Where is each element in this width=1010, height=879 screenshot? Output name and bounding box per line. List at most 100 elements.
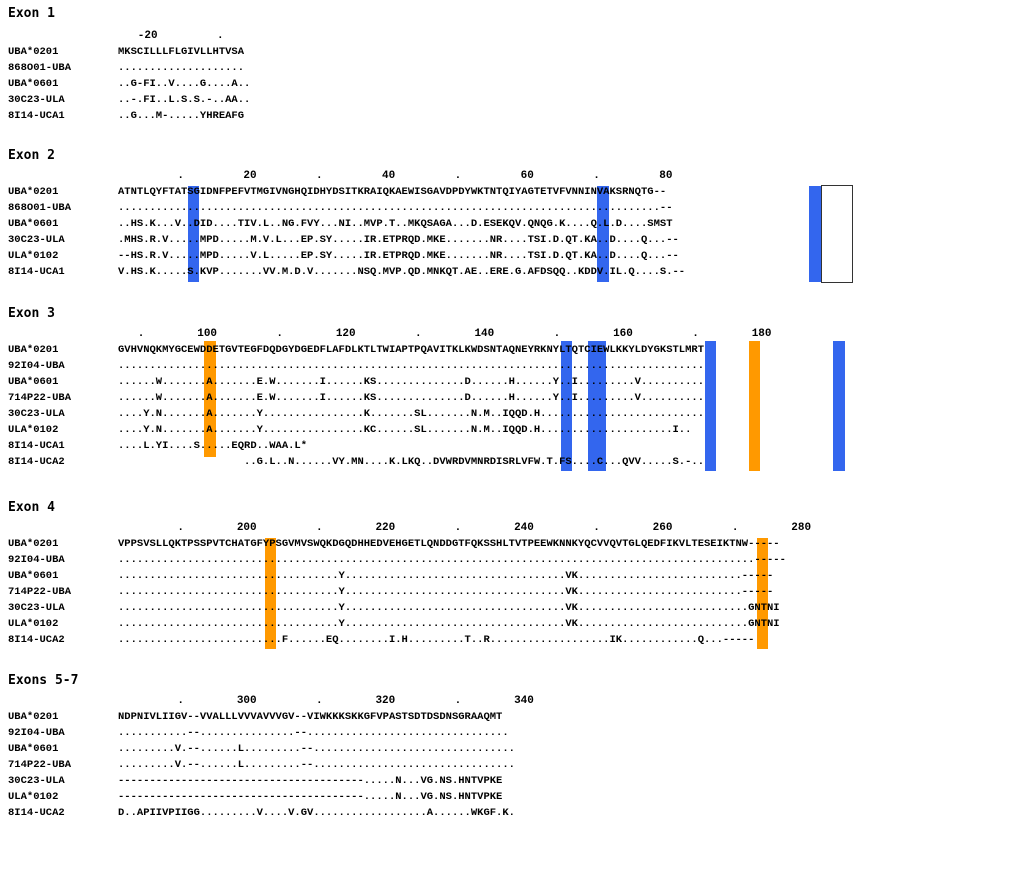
alignment-row: 8I14-UCA2 ..G.L..N......VY.MN....K.LKQ..… [8, 456, 1003, 469]
alignment-row: ULA*0102 --HS.R.V.....MPD.....V.L.....EP… [8, 250, 1003, 263]
alignment-row: 8I14-UCA2 ..........................F...… [8, 634, 1003, 647]
alignment-row: UBA*0601 .........V.--......L.........--… [8, 743, 1003, 756]
outlined-region-box [821, 185, 853, 283]
sequence-label: 8I14-UCA2 [8, 807, 65, 819]
position-ruler: . 20 . 40 . 60 . 80 [118, 170, 673, 182]
sequence-text: ...................................Y....… [118, 570, 774, 582]
sequence-text: ....L.YI....S.....EQRD..WAA.L* [118, 440, 308, 452]
sequence-label: 30C23-ULA [8, 234, 65, 246]
exon-title: Exon 2 [8, 148, 55, 163]
sequence-label: ULA*0102 [8, 424, 59, 436]
sequence-text: ATNTLQYFTATSGIDNFPEFVTMGIVNGHQIDHYDSITKR… [118, 186, 667, 198]
alignment-row: 30C23-ULA .MHS.R.V.....MPD.....M.V.L...E… [8, 234, 1003, 247]
sequence-text: NDPNIVLIIGV--VVALLLVVVAVVVGV--VIWKKKSKKG… [118, 711, 503, 723]
sequence-label: 8I14-UCA1 [8, 110, 65, 122]
sequence-text: VPPSVSLLQKTPSSPVTCHATGFYPSGVMVSWQKDGQDHH… [118, 538, 780, 550]
alignment-row: UBA*0601 ......W.......A.......E.W......… [8, 376, 1003, 389]
orange-highlight-bar [204, 341, 216, 457]
sequence-label: 8I14-UCA2 [8, 456, 65, 468]
alignment-row: UBA*0201 NDPNIVLIIGV--VVALLLVVVAVVVGV--V… [8, 711, 1003, 724]
sequence-text: .................... [118, 62, 245, 74]
blue-highlight-bar [561, 341, 572, 471]
alignment-row: 868O01-UBA .................... [8, 62, 1003, 75]
sequence-text: ..G-FI..V....G....A.. [118, 78, 251, 90]
sequence-text: MKSCILLLFLGIVLLHTVSA [118, 46, 245, 58]
sequence-label: 30C23-ULA [8, 602, 65, 614]
sequence-label: UBA*0201 [8, 344, 59, 356]
sequence-label: UBA*0201 [8, 538, 59, 550]
alignment-row: 714P22-UBA .............................… [8, 586, 1003, 599]
exon-title: Exon 3 [8, 306, 55, 321]
alignment-row: 714P22-UBA ......W.......A.......E.W....… [8, 392, 1003, 405]
alignment-row: 92I04-UBA ..............................… [8, 554, 1003, 567]
exon-3-block: Exon 3 . 100 . 120 . 140 . 160 . 180 UBA… [8, 306, 1003, 481]
sequence-text: ---------------------------------------.… [118, 775, 503, 787]
alignment-row: 30C23-ULA ....Y.N.......A.......Y.......… [8, 408, 1003, 421]
position-ruler: . 200 . 220 . 240 . 260 . 280 [118, 522, 812, 534]
exon-title: Exons 5-7 [8, 673, 79, 688]
sequence-label: ULA*0102 [8, 250, 59, 262]
sequence-label: 714P22-UBA [8, 586, 72, 598]
exon-title: Exon 1 [8, 6, 55, 21]
sequence-label: UBA*0201 [8, 186, 59, 198]
exon-title: Exon 4 [8, 500, 55, 515]
alignment-row: 8I14-UCA2 D..APIIVPIIGG.........V....V.G… [8, 807, 1003, 820]
sequence-text: .........V.--......L.........--.........… [118, 759, 515, 771]
position-ruler: . 300 . 320 . 340 [118, 695, 534, 707]
alignment-row: UBA*0201 MKSCILLLFLGIVLLHTVSA [8, 46, 1003, 59]
sequence-text: ..HS.K...V..DID....TIV.L..NG.FVY...NI..M… [118, 218, 673, 230]
sequence-text: ---------------------------------------.… [118, 791, 503, 803]
sequence-text: ...................................Y....… [118, 618, 780, 630]
alignment-row: UBA*0601 ...............................… [8, 570, 1003, 583]
alignment-row: ULA*0102 ....Y.N.......A.......Y........… [8, 424, 1003, 437]
sequence-text: ........................................… [118, 554, 786, 566]
sequence-label: 8I14-UCA1 [8, 266, 65, 278]
position-ruler: . 100 . 120 . 140 . 160 . 180 [118, 328, 772, 340]
blue-highlight-bar [705, 341, 716, 471]
exon-4-block: Exon 4 . 200 . 220 . 240 . 260 . 280 UBA… [8, 500, 1003, 655]
sequence-label: UBA*0601 [8, 376, 59, 388]
blue-highlight-bar [588, 341, 606, 471]
sequence-label: ULA*0102 [8, 618, 59, 630]
alignment-row: ULA*0102 -------------------------------… [8, 791, 1003, 804]
sequence-label: UBA*0601 [8, 570, 59, 582]
alignment-row: 92I04-UBA ...........--...............--… [8, 727, 1003, 740]
alignment-row: UBA*0201 GVHVNQKMYGCEWDDETGVTEGFDQDGYDGE… [8, 344, 1003, 357]
alignment-row: UBA*0601 ..HS.K...V..DID....TIV.L..NG.FV… [8, 218, 1003, 231]
alignment-row: 868O01-UBA .............................… [8, 202, 1003, 215]
blue-highlight-bar [809, 186, 821, 282]
sequence-text: D..APIIVPIIGG.........V....V.GV.........… [118, 807, 515, 819]
sequence-label: UBA*0601 [8, 218, 59, 230]
alignment-row: 30C23-ULA ------------------------------… [8, 775, 1003, 788]
sequence-text: ...................................Y....… [118, 602, 780, 614]
sequence-text: ........................................… [118, 202, 673, 214]
sequence-text: .........V.--......L.........--.........… [118, 743, 515, 755]
alignment-row: UBA*0601 ..G-FI..V....G....A.. [8, 78, 1003, 91]
alignment-row: ULA*0102 ...............................… [8, 618, 1003, 631]
sequence-text: GVHVNQKMYGCEWDDETGVTEGFDQDGYDGEDFLAFDLKT… [118, 344, 704, 356]
sequence-label: 30C23-ULA [8, 94, 65, 106]
sequence-text: ..G.L..N......VY.MN....K.LKQ..DVWRDVMNRD… [118, 456, 704, 468]
sequence-text: .MHS.R.V.....MPD.....M.V.L...EP.SY.....I… [118, 234, 679, 246]
sequence-label: 714P22-UBA [8, 392, 72, 404]
alignment-row: UBA*0201 VPPSVSLLQKTPSSPVTCHATGFYPSGVMVS… [8, 538, 1003, 551]
sequence-label: 8I14-UCA1 [8, 440, 65, 452]
sequence-text: ..-.FI..L.S.S.-..AA.. [118, 94, 251, 106]
blue-highlight-bar [597, 186, 609, 282]
sequence-label: 868O01-UBA [8, 202, 72, 214]
alignment-row: UBA*0201 ATNTLQYFTATSGIDNFPEFVTMGIVNGHQI… [8, 186, 1003, 199]
exons-5-7-block: Exons 5-7 . 300 . 320 . 340 UBA*0201 NDP… [8, 673, 1003, 825]
sequence-text: ...........--...............--..........… [118, 727, 509, 739]
sequence-text: ..G...M-.....YHREAFG [118, 110, 245, 122]
alignment-row: 8I14-UCA1 V.HS.K.....S.KVP.......VV.M.D.… [8, 266, 1003, 279]
sequence-label: 868O01-UBA [8, 62, 72, 74]
sequence-text: ....Y.N.......A.......Y................K… [118, 424, 692, 436]
sequence-text: ......W.......A.......E.W.......I......K… [118, 392, 704, 404]
sequence-text: ....Y.N.......A.......Y................K… [118, 408, 704, 420]
sequence-label: UBA*0601 [8, 743, 59, 755]
blue-highlight-bar [188, 186, 199, 282]
position-ruler: -20 . [118, 30, 224, 42]
sequence-label: 30C23-ULA [8, 775, 65, 787]
sequence-text: ........................................… [118, 360, 704, 372]
orange-highlight-bar [265, 538, 276, 649]
